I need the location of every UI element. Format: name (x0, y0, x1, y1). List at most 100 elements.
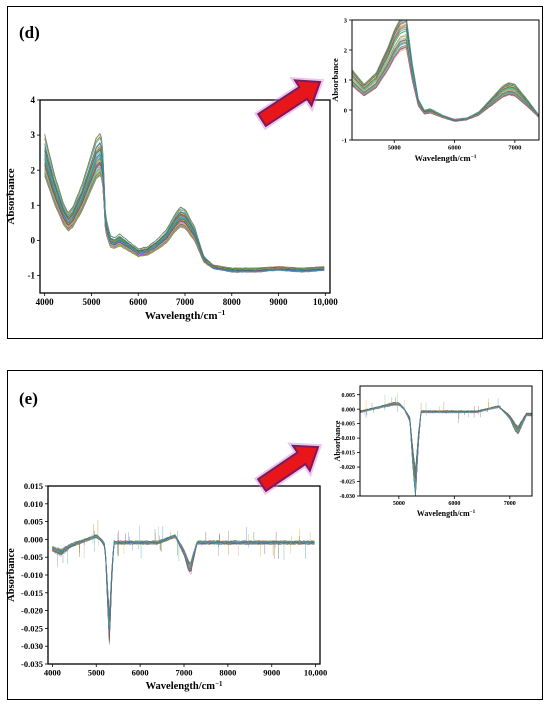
panels-d-inset-x-tick-label: 6000 (448, 145, 461, 152)
panel-d-label: (d) (19, 23, 40, 42)
panels-d-inset-series-line (352, 26, 539, 122)
panels-d-main-series-line (44, 157, 325, 269)
panels-e-inset-series-line (360, 402, 532, 495)
panels-e-inset-y-tick-label: -0.025 (340, 480, 356, 486)
panels-e-main-y-tick-label: -0.020 (21, 606, 43, 616)
panels-d-inset-y-tick-label: 3 (344, 17, 348, 24)
panels-d-inset-y-tick-label: -1 (342, 137, 347, 144)
panels-d-inset-x-axis-title: Wavelength/cm−1 (414, 153, 476, 163)
panels-e-main-x-tick-label: 5000 (88, 668, 105, 678)
panels-e-inset-series-line (360, 402, 532, 495)
panels-e-inset-series-line (360, 403, 532, 485)
panels-e-inset-series-line (360, 402, 532, 489)
panels-d-main-y-tick-label: 2 (31, 165, 36, 175)
panels-e-inset-series-line (360, 403, 532, 489)
panels-e-inset-y-tick-label: -0.030 (340, 494, 356, 500)
panels-e-main-x-tick-label: 6000 (132, 668, 149, 678)
panels-d-inset-series-line (352, 20, 539, 121)
panels-d-main-x-tick-label: 4000 (36, 297, 55, 307)
panels-e-main-y-axis-title: Absorbance (6, 548, 17, 602)
panels-d-main-series-line (44, 132, 325, 272)
panels-d-inset-y-tick-label: 1 (344, 77, 347, 84)
panels-d-inset-series-line (352, 47, 539, 122)
panels-d-inset-y-tick-label: 0 (344, 107, 347, 114)
panels-e-inset-y-tick-label: -0.010 (340, 436, 356, 442)
panels-d-inset-y-axis-title: Absorbance (330, 58, 340, 102)
panels-e-inset-x-tick-label: 7000 (504, 501, 516, 507)
panels-e-inset-y-tick-label: 0.005 (342, 393, 356, 399)
panels-e-inset-series-line (360, 402, 532, 491)
panels-d-main-x-tick-label: 8000 (223, 297, 242, 307)
panels-e-inset-series-line (360, 403, 532, 488)
panels-e-main-x-tick-label: 9000 (263, 668, 280, 678)
panels-d-main-x-tick-label: 7000 (176, 297, 195, 307)
panels-e-main-series-line (52, 534, 315, 618)
panels-e-inset-series-line (360, 402, 532, 491)
panels-e-main-x-tick-label: 10,000 (304, 668, 327, 678)
panels-d-main-series-line (44, 149, 325, 270)
panels-d-main-series-line (44, 145, 325, 270)
panels-e-main-series-line (52, 534, 315, 631)
panels-e-inset-y-tick-label: 0.000 (342, 407, 356, 413)
panels-e-inset-series-line (360, 403, 532, 484)
panels-e-main-y-tick-label: -0.015 (21, 588, 43, 598)
panels-d-main-series-line (44, 133, 325, 271)
panels-e-inset-series-line (360, 403, 532, 486)
panels-e-inset-series-line (360, 402, 532, 490)
panels-d-main-x-axis-title: Wavelength/cm−1 (145, 309, 226, 322)
panels-e-main-series-line (52, 535, 315, 613)
panels-e-inset-y-axis-title: Absorbance (333, 420, 342, 461)
panels-e-main-y-tick-label: -0.005 (21, 552, 43, 562)
panels-e-inset-y-tick-label: -0.005 (340, 422, 356, 428)
panels-e-inset-series-line (360, 402, 532, 494)
panels-e-main-y-tick-label: -0.030 (21, 641, 43, 651)
panels-e-inset-series-line (360, 403, 532, 484)
panels-e-main-series-line (52, 534, 315, 614)
panels-e-main-x-tick-label: 7000 (176, 668, 193, 678)
panels-d-main-y-tick-label: 3 (31, 130, 36, 140)
panels-e-inset-x-tick-label: 6000 (448, 501, 460, 507)
panels-d-main-x-tick-label: 10,000 (313, 297, 338, 307)
panels-d-inset-series-line (352, 21, 539, 122)
panels-d-main-y-tick-label: 1 (31, 200, 36, 210)
panels-e-inset-series-line (360, 402, 532, 489)
panels-e-inset-series-line (360, 403, 532, 483)
panels-d-main-series-line (44, 136, 325, 273)
panels-e-inset-series-line (360, 403, 532, 487)
panels-d-zoom-arrow (254, 77, 325, 131)
panels-e-zoom-arrow (253, 442, 323, 495)
panels-e-main-x-axis-title: Wavelength/cm−1 (146, 681, 223, 693)
panels-e-inset-series-line (360, 402, 532, 492)
panels-d-main-series-line (44, 142, 325, 272)
panels-d-main-series-line (44, 137, 325, 270)
panels-e-inset-series-line (360, 402, 532, 496)
panels-e-inset-series-line (360, 403, 532, 484)
panels-d-main-series-line (44, 163, 325, 271)
panels-d-main-x-tick-label: 9000 (270, 297, 289, 307)
panels-e-main-plot-frame (47, 485, 321, 665)
panels-d-inset-series-line (352, 20, 539, 121)
panels-e-main-x-tick-label: 8000 (219, 668, 236, 678)
panels-d-main-series-line (44, 141, 325, 272)
panels-e-inset-series-line (360, 401, 532, 496)
panels-d-main-x-tick-label: 6000 (129, 297, 148, 307)
panels-d-main-series-line (44, 135, 325, 273)
panels-e-inset-x-tick-label: 5000 (393, 501, 405, 507)
panels-e-main-series-line (52, 534, 315, 630)
panels-d-inset-series-group (352, 20, 539, 122)
panels-e-main-y-tick-label: -0.035 (21, 659, 43, 669)
panels-e-inset-series-line (360, 403, 532, 479)
panels-e-inset-series-line (360, 402, 532, 496)
panels-e-main-x-tick-label: 4000 (44, 668, 61, 678)
panels-e-inset-series-group (360, 392, 532, 496)
panels-e-inset-series-line (360, 403, 532, 486)
panels-e-inset-plot-frame (359, 385, 533, 497)
panels-d-main-y-tick-label: 4 (31, 95, 36, 105)
panels-e-main-series-line (52, 535, 315, 615)
panels-e-inset-x-axis-title: Wavelength/cm−1 (417, 509, 476, 518)
panels-e-main-y-tick-label: -0.010 (21, 570, 43, 580)
panels-d-main-series-group (44, 132, 325, 273)
panels-d-inset-x-tick-label: 5000 (388, 145, 401, 152)
panels-e-inset-chart: 5000 6000 7000 0.005 0.000 -0.005 -0.010 -0.015… (333, 385, 533, 518)
